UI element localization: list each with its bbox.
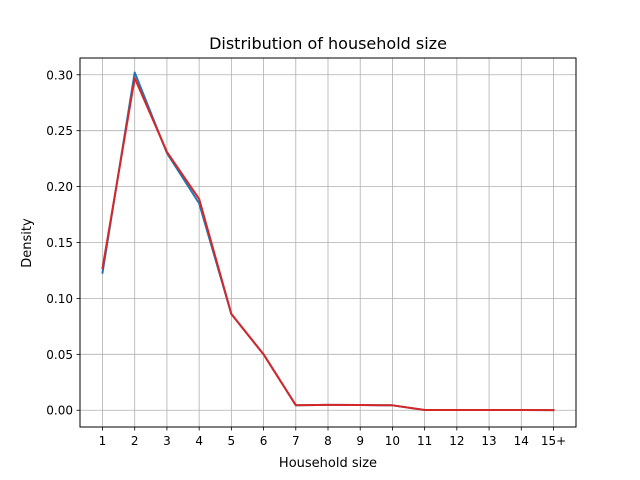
x-tick-label: 13	[481, 434, 496, 448]
x-tick-label: 11	[417, 434, 432, 448]
y-tick-label: 0.25	[46, 124, 73, 138]
x-tick-label: 8	[324, 434, 332, 448]
x-tick-label: 4	[195, 434, 203, 448]
y-axis-label: Density	[20, 218, 35, 268]
x-tick-label: 6	[260, 434, 268, 448]
y-tick-label: 0.05	[46, 348, 73, 362]
chart-title: Distribution of household size	[209, 34, 447, 53]
y-tick-label: 0.10	[46, 292, 73, 306]
x-tick-label: 14	[514, 434, 529, 448]
x-tick-label: 2	[131, 434, 139, 448]
y-axis-ticks: 0.00 0.05 0.10 0.15 0.20 0.25 0.30	[46, 68, 80, 418]
x-tick-label: 12	[449, 434, 464, 448]
y-tick-label: 0.00	[46, 404, 73, 418]
y-tick-label: 0.20	[46, 180, 73, 194]
x-tick-label: 15+	[541, 434, 566, 448]
series-line-2	[101, 77, 555, 412]
x-tick-label: 5	[228, 434, 236, 448]
x-tick-label: 10	[385, 434, 400, 448]
y-tick-label: 0.30	[46, 68, 73, 82]
x-axis-ticks: 1 2 3 4 5 6 7 8 9 10 11 12 13 14 15+	[99, 427, 566, 448]
x-tick-label: 3	[163, 434, 171, 448]
grid	[80, 58, 576, 427]
series-lines	[101, 71, 555, 412]
x-tick-label: 1	[99, 434, 107, 448]
x-tick-label: 9	[356, 434, 364, 448]
x-tick-label: 7	[292, 434, 300, 448]
x-axis-label: Household size	[279, 456, 377, 471]
y-tick-label: 0.15	[46, 236, 73, 250]
